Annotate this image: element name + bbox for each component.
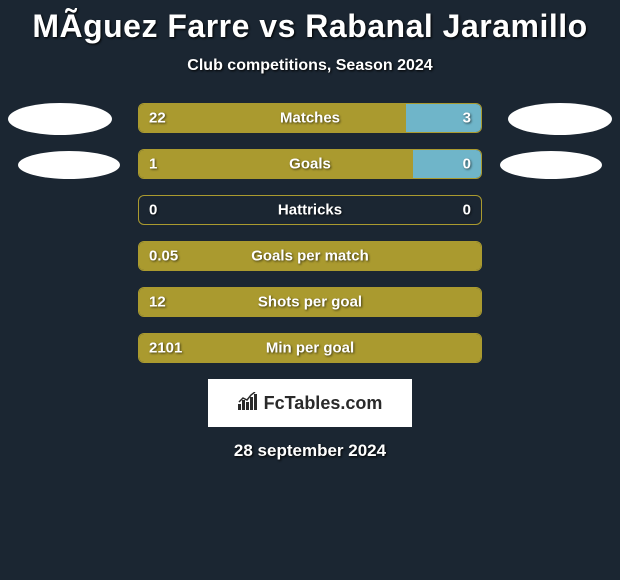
- comparison-chart: 22 Matches 3 1 Goals 0 0 Hattricks 0 0.05 Goals pe…: [0, 103, 620, 363]
- stat-value-left: 1: [149, 156, 157, 173]
- page-title: MÃ­guez Farre vs Rabanal Jaramillo: [0, 0, 620, 45]
- stat-label: Min per goal: [266, 340, 354, 357]
- chart-icon: [238, 392, 260, 415]
- stat-label: Goals per match: [251, 248, 369, 265]
- stat-value-left: 2101: [149, 340, 182, 357]
- stat-value-left: 22: [149, 110, 166, 127]
- stat-value-left: 0.05: [149, 248, 178, 265]
- stat-value-left: 0: [149, 202, 157, 219]
- stat-row: 2101 Min per goal: [138, 333, 482, 363]
- stat-label: Shots per goal: [258, 294, 362, 311]
- stat-row: 0.05 Goals per match: [138, 241, 482, 271]
- stat-value-right: 0: [463, 156, 471, 173]
- stat-value-right: 3: [463, 110, 471, 127]
- logo-box: FcTables.com: [208, 379, 412, 427]
- subtitle: Club competitions, Season 2024: [0, 57, 620, 75]
- stat-label: Goals: [289, 156, 331, 173]
- stat-row: 0 Hattricks 0: [138, 195, 482, 225]
- stat-row: 12 Shots per goal: [138, 287, 482, 317]
- player-right-avatar-1: [508, 103, 612, 135]
- stat-label: Hattricks: [278, 202, 342, 219]
- player-left-avatar-1: [8, 103, 112, 135]
- player-right-avatar-2: [500, 151, 602, 179]
- fctables-logo: FcTables.com: [238, 392, 383, 415]
- stat-bar-left: [139, 104, 406, 132]
- stat-row: 22 Matches 3: [138, 103, 482, 133]
- logo-label: FcTables.com: [264, 393, 383, 414]
- stat-row: 1 Goals 0: [138, 149, 482, 179]
- stat-bars-container: 22 Matches 3 1 Goals 0 0 Hattricks 0 0.05 Goals pe…: [138, 103, 482, 363]
- player-left-avatar-2: [18, 151, 120, 179]
- date-label: 28 september 2024: [0, 441, 620, 461]
- stat-value-left: 12: [149, 294, 166, 311]
- stat-label: Matches: [280, 110, 340, 127]
- stat-value-right: 0: [463, 202, 471, 219]
- stat-bar-left: [139, 150, 413, 178]
